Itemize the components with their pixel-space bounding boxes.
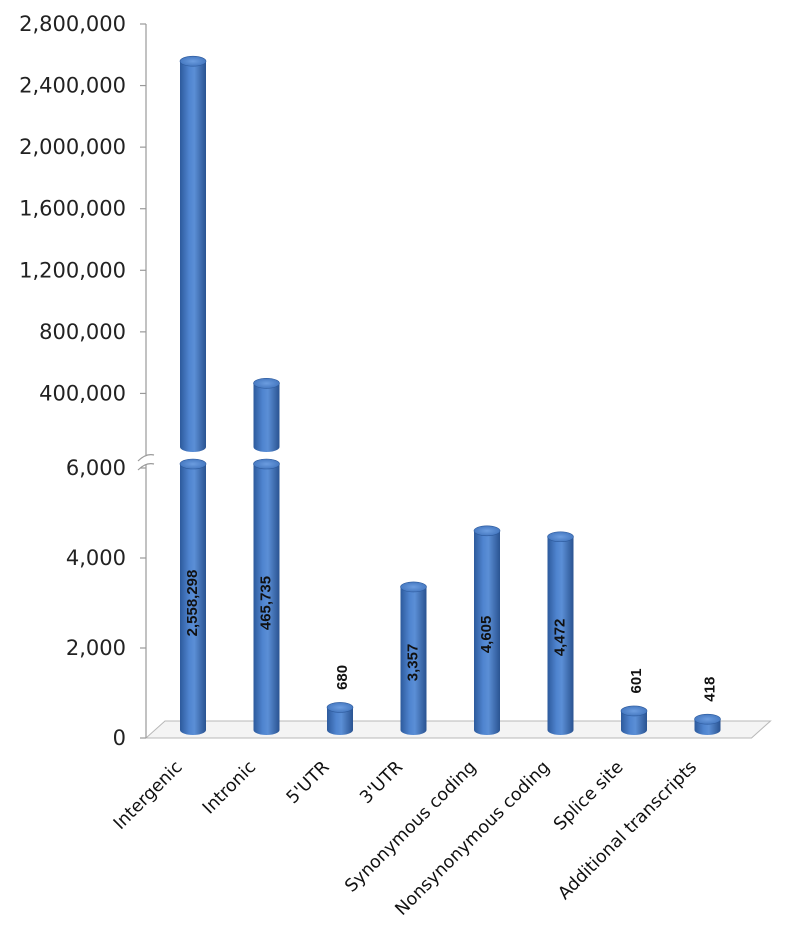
bar-cap xyxy=(547,531,574,543)
data-label: 680 xyxy=(334,665,351,690)
y-tick-label: 2,000,000 xyxy=(19,135,126,159)
x-tick-label: Synonymous coding xyxy=(341,757,480,896)
x-tick-label: Additional transcripts xyxy=(555,757,701,903)
y-axis xyxy=(137,23,155,739)
axis-break-mark xyxy=(137,463,155,471)
floor-plane xyxy=(144,720,772,739)
bar-lower-1 xyxy=(253,458,280,735)
bar-upper-1 xyxy=(253,378,280,452)
bar-body xyxy=(253,464,280,735)
bar-cap xyxy=(473,525,501,537)
x-tick-label: Intergenic xyxy=(110,757,187,834)
bar-cap xyxy=(253,458,280,470)
bar-cap xyxy=(179,458,207,470)
y-tick-labels: 0 2,000 4,000 6,000 400,000 800,000 1,200,000 1… xyxy=(19,12,126,750)
data-label: 601 xyxy=(628,668,645,693)
data-label: 465,735 xyxy=(257,576,274,630)
bar-body xyxy=(474,530,500,735)
bar-5 xyxy=(547,531,574,735)
bar-body xyxy=(253,383,280,452)
data-labels: 2,558,298 465,735 680 3,357 4,605 4,472 601 418 xyxy=(184,570,719,702)
bar-body xyxy=(400,586,427,735)
x-tick-label: Intronic xyxy=(199,757,260,818)
bar-4 xyxy=(473,525,501,735)
data-label: 3,357 xyxy=(404,644,421,682)
data-label: 2,558,298 xyxy=(184,570,201,637)
axis-break-mark xyxy=(137,454,155,462)
y-tick-label: 800,000 xyxy=(39,320,126,344)
bar-lower-0 xyxy=(179,458,207,735)
bars xyxy=(179,55,721,735)
y-tick-label: 1,200,000 xyxy=(19,258,126,282)
bar-3 xyxy=(400,581,427,735)
bar-body xyxy=(547,536,574,735)
data-label: 4,472 xyxy=(551,619,568,657)
bar-body xyxy=(180,61,206,453)
x-tick-label: 3'UTR xyxy=(356,757,407,808)
bar-cap xyxy=(694,713,721,725)
y-tick-label: 6,000 xyxy=(66,456,126,480)
bar-body xyxy=(327,707,353,735)
data-label: 4,605 xyxy=(478,616,495,654)
x-tick-label: Nonsynonymous coding xyxy=(392,757,554,919)
data-label: 418 xyxy=(701,677,718,702)
x-tick-label: Splice site xyxy=(550,757,627,834)
bar-cap xyxy=(400,581,427,593)
bar-cap xyxy=(253,378,280,389)
x-tick-label: 5'UTR xyxy=(283,757,334,808)
bar-upper-0 xyxy=(179,55,207,453)
y-tick-label: 2,000 xyxy=(66,636,126,660)
y-tick-label: 1,600,000 xyxy=(19,197,126,221)
chart-floor xyxy=(144,720,772,739)
bar-2 xyxy=(326,702,354,735)
bar-cap xyxy=(179,55,207,67)
bar-7 xyxy=(694,713,721,735)
y-tick-label: 2,800,000 xyxy=(19,12,126,36)
bar-body xyxy=(180,464,206,735)
bar-cap xyxy=(620,705,648,717)
bar-body xyxy=(621,710,647,735)
bar-cap xyxy=(326,702,354,713)
y-tick-label: 2,400,000 xyxy=(19,74,126,98)
y-tick-label: 0 xyxy=(113,726,126,750)
bar-6 xyxy=(620,705,648,735)
y-tick-label: 400,000 xyxy=(39,381,126,405)
y-tick-label: 4,000 xyxy=(66,546,126,570)
